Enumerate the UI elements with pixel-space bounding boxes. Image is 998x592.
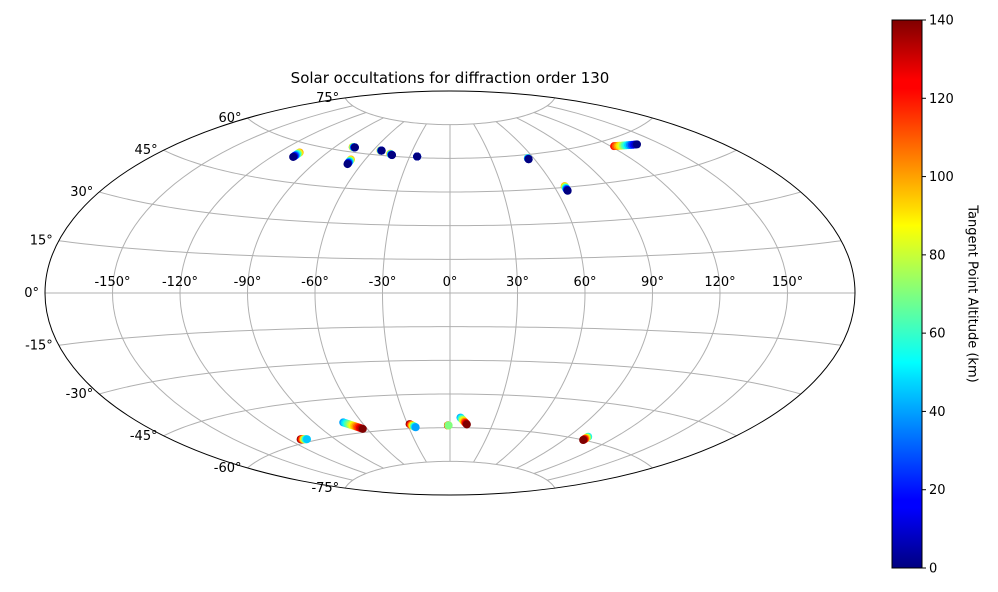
occultation-point <box>350 143 359 152</box>
colorbar-tick-label: 40 <box>929 405 946 420</box>
longitude-tick-label: -120° <box>162 275 198 290</box>
map-boundary <box>44 90 856 496</box>
colorbar-gradient <box>891 19 923 569</box>
colorbar-tick-label: 0 <box>929 562 937 577</box>
longitude-tick-label: 60° <box>573 275 596 290</box>
longitude-tick-label: 150° <box>772 275 803 290</box>
parallel-line <box>58 326 842 346</box>
occultation-point <box>289 152 298 161</box>
longitude-tick-label: 30° <box>506 275 529 290</box>
occultation-point <box>563 186 572 195</box>
colorbar-ticks: 0 20 40 60 80 100 120 140 <box>922 14 954 577</box>
occultation-point <box>377 146 386 155</box>
grid-lines <box>45 97 855 489</box>
parallel-line <box>163 149 737 193</box>
longitude-tick-labels: -150° -120° -90° -60° -30° 0° 30° 60° 90° 120° 150… <box>94 275 803 290</box>
parallel-line <box>58 240 842 260</box>
latitude-tick-label: -60° <box>214 461 242 476</box>
longitude-tick-label: 90° <box>641 275 664 290</box>
colorbar-tick-label: 100 <box>929 170 954 185</box>
colorbar-label: Tangent Point Altitude (km) <box>965 204 980 382</box>
parallel-line <box>344 97 556 126</box>
latitude-tick-label: -75° <box>311 481 339 496</box>
colorbar-tick-label: 80 <box>929 248 946 263</box>
latitude-tick-labels: -75° -60° -45° -30° -15° 0° 15° 30° 45° 60° 75° <box>24 91 339 496</box>
longitude-tick-label: -60° <box>301 275 329 290</box>
parallel-line <box>344 460 556 489</box>
colorbar-tick-label: 60 <box>929 327 946 342</box>
occultation-point <box>303 435 312 444</box>
parallel-line <box>99 359 801 395</box>
occultation-point <box>343 160 352 169</box>
longitude-tick-label: -90° <box>234 275 262 290</box>
occultation-point <box>411 423 420 432</box>
longitude-tick-label: 120° <box>704 275 735 290</box>
parallel-line <box>247 117 653 159</box>
chart-title: Solar occultations for diffraction order… <box>291 69 610 87</box>
colorbar-tick-label: 140 <box>929 14 954 29</box>
longitude-tick-label: -150° <box>94 275 130 290</box>
latitude-tick-label: -45° <box>130 429 158 444</box>
latitude-tick-label: -15° <box>25 338 53 353</box>
parallel-line <box>99 191 801 227</box>
latitude-tick-label: 30° <box>70 185 93 200</box>
longitude-tick-label: -30° <box>369 275 397 290</box>
latitude-tick-label: 75° <box>316 91 339 106</box>
colorbar: 0 20 40 60 80 100 120 140 Tangent Point Altitud… <box>891 14 980 577</box>
colorbar-tick-label: 20 <box>929 483 946 498</box>
latitude-tick-label: 15° <box>30 234 53 249</box>
latitude-tick-label: 0° <box>24 286 39 301</box>
latitude-tick-label: 45° <box>135 143 158 158</box>
occultation-point <box>388 151 397 160</box>
occultation-point <box>444 421 453 430</box>
occultation-point <box>633 140 641 149</box>
data-points <box>289 140 641 444</box>
latitude-tick-label: -30° <box>66 387 94 402</box>
occultation-point <box>524 155 533 164</box>
parallel-line <box>163 393 737 437</box>
latitude-tick-label: 60° <box>218 111 241 126</box>
occultation-point <box>358 424 367 433</box>
colorbar-tick-label: 120 <box>929 92 954 107</box>
longitude-tick-label: 0° <box>443 275 458 290</box>
occultation-point <box>579 435 588 444</box>
occultation-point <box>462 420 471 429</box>
occultation-point <box>413 152 422 161</box>
